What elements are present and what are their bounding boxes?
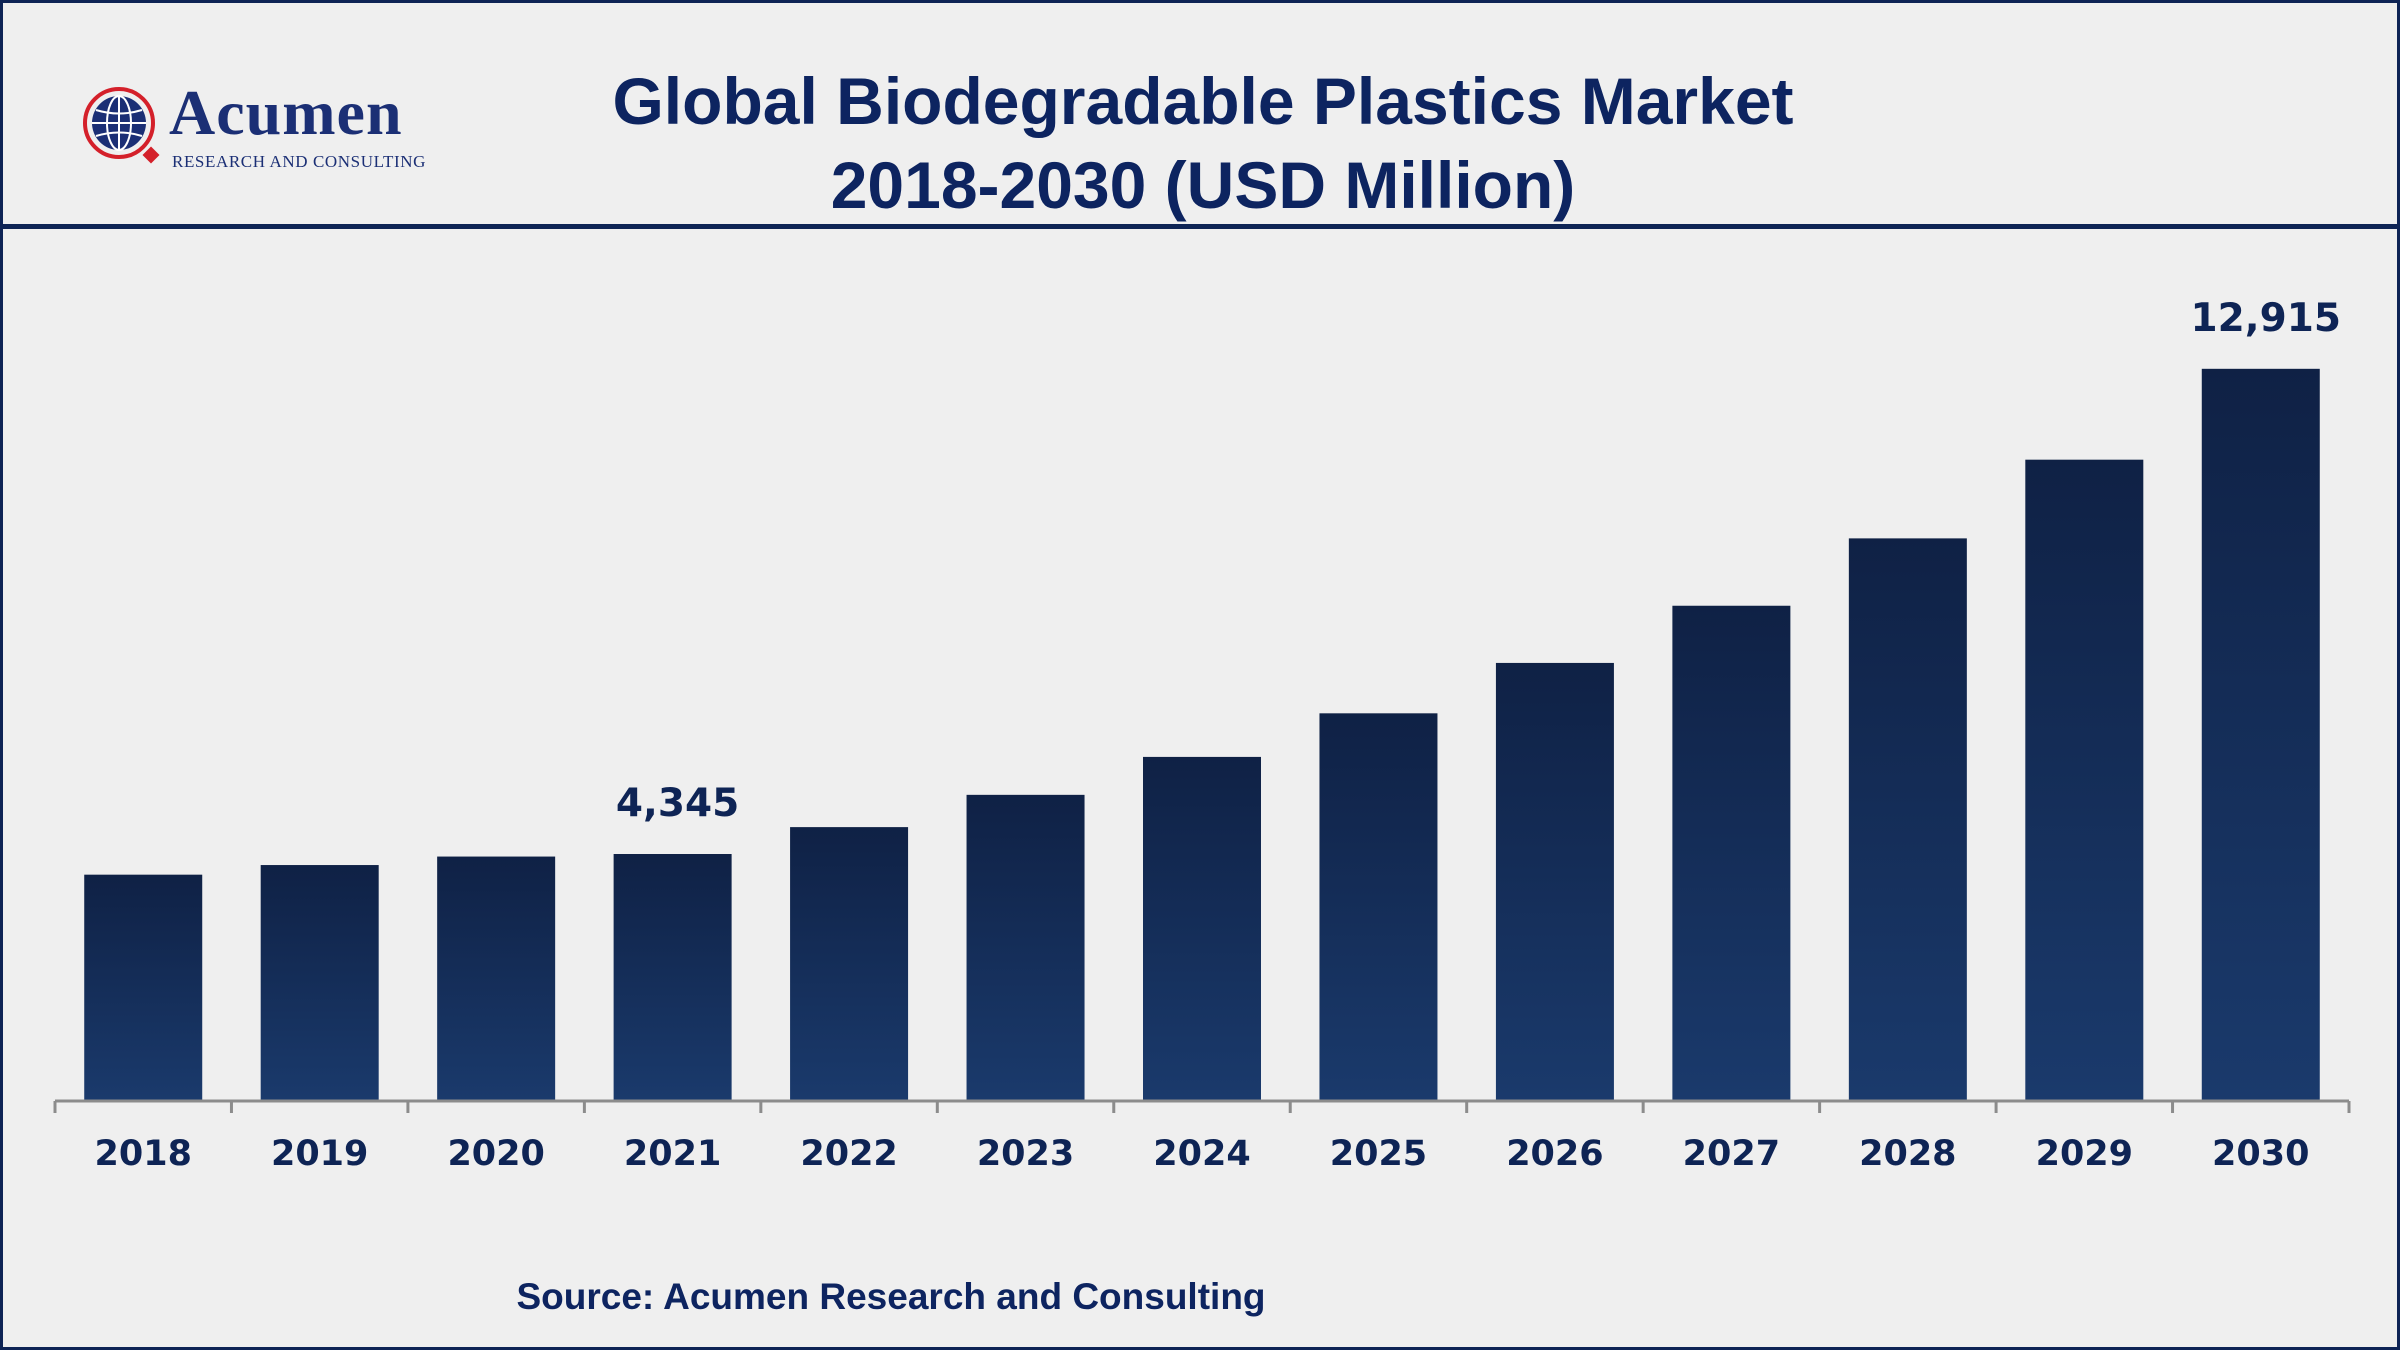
x-tick-label-2027: 2027 <box>1683 1134 1780 1174</box>
logo-wordmark: Acumen <box>169 77 403 148</box>
chart-title: Global Biodegradable Plastics Market 201… <box>473 59 1933 227</box>
x-tick-label-2019: 2019 <box>271 1134 368 1174</box>
bar-2025 <box>1319 713 1438 1100</box>
x-tick-label-2026: 2026 <box>1506 1134 1603 1174</box>
bar-2023 <box>966 794 1085 1100</box>
x-tick-labels: 2018 2019 2020 2021 2022 2023 2024 2025 2026 2027… <box>95 1134 2310 1174</box>
x-tick-label-2030: 2030 <box>2212 1134 2309 1174</box>
header-divider <box>3 224 2397 229</box>
x-axis <box>53 1099 2351 1113</box>
x-tick-label-2029: 2029 <box>2036 1134 2133 1174</box>
x-tick-label-2024: 2024 <box>1153 1134 1250 1174</box>
chart-title-line-1: Global Biodegradable Plastics Market <box>612 64 1794 138</box>
data-label-2021: 4,345 <box>616 781 739 826</box>
chart-title-line-2: 2018-2030 (USD Million) <box>830 148 1576 222</box>
header: Acumen RESEARCH AND CONSULTING Global Bi… <box>3 3 2397 225</box>
bar-2019 <box>260 865 379 1100</box>
bar-chart: 2018 2019 2020 2021 2022 2023 2024 2025 2026 2027… <box>53 296 2351 1174</box>
bar-2030 <box>2201 368 2320 1100</box>
x-tick-label-2023: 2023 <box>977 1134 1074 1174</box>
data-labels: 4,345 12,915 <box>616 296 2341 826</box>
bar-2026 <box>1495 662 1614 1100</box>
bar-2029 <box>2025 459 2144 1100</box>
logo-tagline: RESEARCH AND CONSULTING <box>172 152 427 171</box>
bar-2028 <box>1848 538 1967 1100</box>
x-tick-label-2020: 2020 <box>447 1134 544 1174</box>
source-note: Source: Acumen Research and Consulting <box>516 1276 1266 1317</box>
x-tick-label-2021: 2021 <box>624 1134 721 1174</box>
bar-2018 <box>84 874 203 1100</box>
globe-icon <box>83 87 160 164</box>
bar-2024 <box>1143 756 1261 1100</box>
bar-2022 <box>790 827 909 1100</box>
bar-2027 <box>1672 605 1791 1100</box>
data-label-2030: 12,915 <box>2191 296 2342 341</box>
company-logo: Acumen RESEARCH AND CONSULTING <box>77 79 477 179</box>
bar-series <box>84 368 2320 1100</box>
bar-2021 <box>613 854 732 1100</box>
x-tick-label-2028: 2028 <box>1859 1134 1956 1174</box>
bar-2020 <box>437 856 556 1100</box>
x-tick-label-2022: 2022 <box>800 1134 897 1174</box>
x-tick-label-2025: 2025 <box>1330 1134 1427 1174</box>
x-tick-label-2018: 2018 <box>95 1134 192 1174</box>
